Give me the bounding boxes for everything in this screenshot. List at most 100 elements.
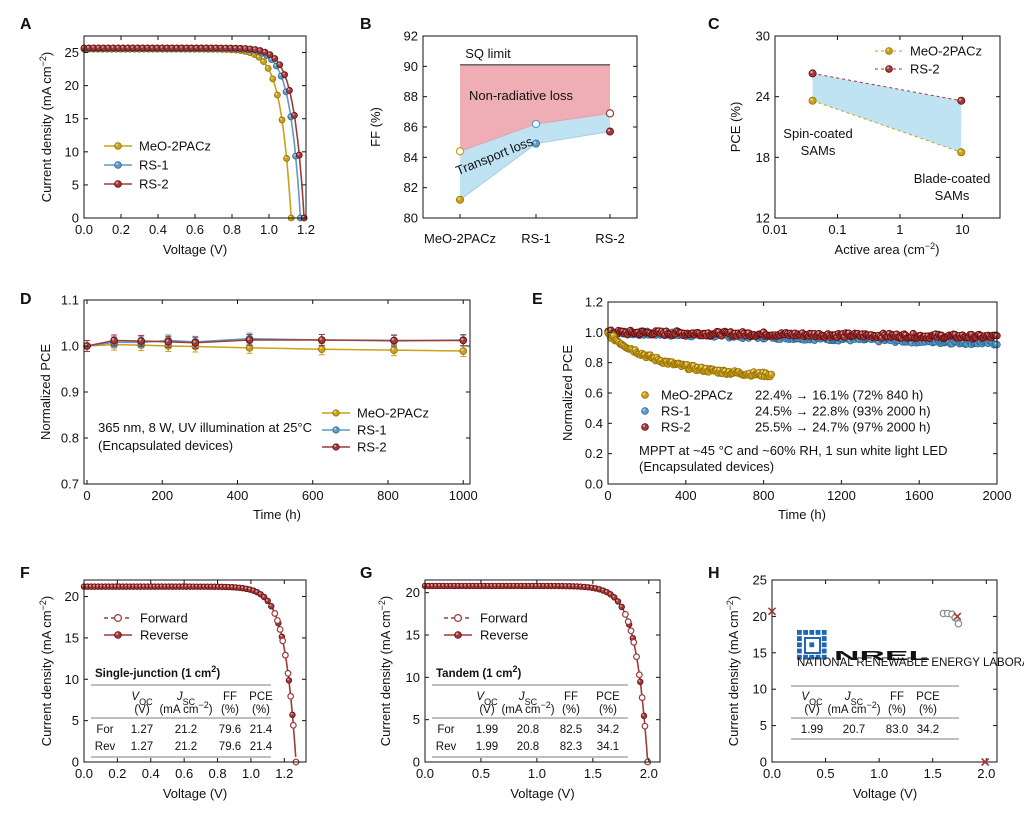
panel-f-forward-point (276, 626, 284, 633)
panel-b-xtick-label: MeO-2PACz (424, 231, 496, 246)
panel-g-table-header: JSC (518, 691, 538, 707)
panel-h-xtick-label: 1.0 (870, 766, 888, 781)
panel-f-forward-point-dot (279, 637, 287, 645)
panel-a-xtick-label: 1.2 (297, 222, 315, 237)
panel-h-xtick-label: 0.0 (763, 766, 781, 781)
panel-f-reverse-point (289, 711, 296, 719)
panel-a-point-dot (295, 151, 303, 159)
panel-a-point-shine (277, 62, 280, 65)
panel-d-ytick-label: 0.8 (61, 431, 79, 446)
panel-a-point-shine (106, 45, 109, 48)
panel-g-reverse-point-shine (545, 584, 548, 586)
panel-f-reverse-point-shine (202, 584, 205, 587)
panel-g-reverse-point-shine (642, 713, 645, 716)
panel-d-note: 365 nm, 8 W, UV illumination at 25°C (98, 420, 312, 435)
panel-g-reverse-point (637, 678, 644, 686)
panel-f-forward-point (279, 637, 287, 645)
panel-g-xtick-label: 2.0 (640, 766, 658, 781)
panel-f-reverse-point-shine (255, 590, 258, 593)
panel-letter-f: F (20, 565, 30, 582)
panel-a-point-shine (279, 73, 282, 77)
panel-e-point-shine (756, 370, 760, 373)
panel-d-legend-marker-shine (333, 410, 337, 413)
panel-d-point (164, 338, 173, 346)
panel-a-point-dot (281, 71, 288, 79)
panel-a-point-shine (223, 45, 227, 49)
nrel-logo-square (809, 654, 815, 660)
panel-g-forward-point (635, 671, 643, 679)
panel-f-reverse-point (268, 603, 275, 610)
panel-g-reverse-point-shine (489, 583, 492, 586)
panel-a-xtick-label: 0.2 (112, 222, 130, 237)
panel-d-point-dot (317, 336, 326, 344)
nrel-logo-square (797, 648, 802, 654)
nrel-logo-square (797, 636, 802, 641)
panel-letter-g: G (360, 565, 372, 582)
panel-g-reverse-point (611, 594, 618, 601)
panel-a-point-shine (261, 59, 264, 62)
panel-a-frame (83, 35, 307, 219)
panel-b-ytick-label: 80 (404, 211, 418, 226)
panel-f-reverse-point-shine (227, 585, 229, 588)
panel-g-reverse-point-shine (501, 583, 504, 586)
panel-g-reverse-point-shine (586, 585, 589, 588)
panel-letter-c: C (708, 16, 720, 33)
panel-f-forward-point-dot (276, 626, 284, 633)
panel-a-point-shine (288, 114, 291, 117)
panel-h-cross-marker (767, 607, 777, 616)
panel-a-ytick-label: 15 (65, 111, 79, 126)
panel-e-point-shine (691, 363, 694, 366)
panel-h-table-cell: 34.2 (917, 724, 939, 736)
panel-a-xtick-label: 0.6 (186, 222, 204, 237)
panel-a-point (281, 71, 288, 79)
panel-f-reverse-point-shine (89, 584, 92, 587)
panel-g-forward-point-dot (641, 722, 649, 730)
panel-a-point-shine (248, 46, 251, 49)
panel-b-upper-point-dot (605, 109, 615, 118)
panel-a-point (269, 75, 277, 83)
panel-g-reverse-point-shine (430, 583, 433, 586)
panel-h-table-cell: 20.7 (843, 724, 865, 736)
panel-f-table-unit: (V) (134, 704, 150, 716)
panel-g-reverse-point-shine (441, 583, 444, 586)
panel-c-spin-label: SAMs (801, 143, 836, 158)
panel-f-forward-point-dot (284, 669, 292, 677)
panel-f-reverse-point-shine (163, 584, 166, 587)
panel-a-point-dot (276, 61, 284, 69)
panel-f-table-cell: Rev (95, 741, 116, 753)
panel-a-ylabel: Current density (mA cm−2) (38, 52, 54, 202)
panel-f-table-header: PCE (249, 691, 273, 703)
panel-f-reverse-point (260, 593, 268, 601)
panel-g-table-title: Tandem (1 cm2) (436, 664, 522, 680)
panel-g-reverse-point-dot (618, 603, 625, 611)
panel-a-point-shine (298, 215, 301, 218)
nrel-logo-square (803, 654, 808, 660)
panel-g-reverse-point-shine (519, 583, 522, 586)
panel-d-xtick-label: 200 (151, 488, 173, 503)
panel-f-table-cell: 1.27 (131, 741, 153, 753)
panel-g-xtick-label: 0.5 (472, 766, 490, 781)
panel-a-point-dot (273, 91, 281, 99)
panel-h-xtick-label: 0.5 (817, 766, 835, 781)
panel-f-reverse-point-shine (135, 584, 138, 587)
panel-e-point-shine (761, 329, 764, 333)
panel-e-xtick-label: 800 (753, 488, 775, 503)
panel-e-point-shine (952, 332, 956, 335)
panel-c-meo-point-dot (808, 96, 817, 105)
panel-a-point-shine (233, 46, 236, 49)
panel-b-xtick-label: RS-2 (595, 231, 625, 246)
panel-e-xtick-label: 400 (675, 488, 697, 503)
panel-f-reverse-point-shine (237, 585, 240, 588)
panel-f-xtick-label: 0.6 (175, 766, 193, 781)
panel-g-reverse-point-shine (605, 590, 608, 593)
panel-a-point-dot (278, 116, 286, 124)
panel-f-forward-point-dot (271, 610, 279, 617)
panel-d-point-dot (317, 345, 326, 354)
panel-e-ytick-label: 0.2 (585, 446, 603, 461)
panel-a-point (283, 155, 290, 162)
panel-f-reverse-point-shine (149, 584, 152, 587)
panel-g-table-header: FF (564, 691, 578, 703)
panel-a-legend-label: RS-2 (139, 177, 169, 192)
panel-a-point-shine (302, 215, 305, 218)
panel-a-point-shine (266, 66, 269, 69)
